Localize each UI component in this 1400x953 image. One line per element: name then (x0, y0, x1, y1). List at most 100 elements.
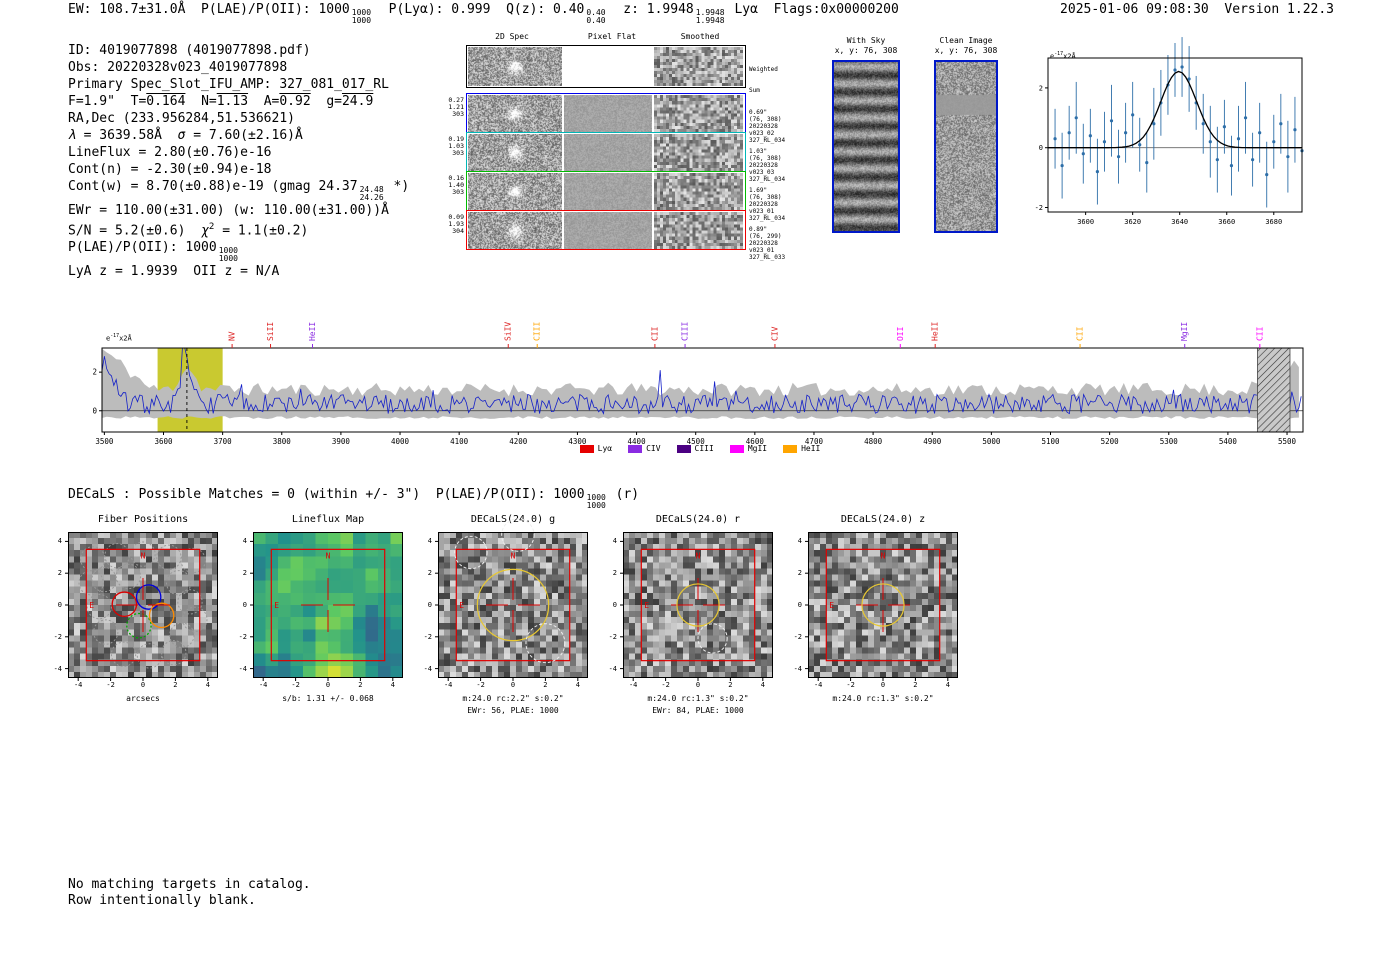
svg-text:OII: OII (896, 326, 905, 341)
spec2d-row-meta: 1.03" (76, 308) 20220328 v023_03 327_RL_034 (749, 148, 786, 183)
smoothed-image (654, 134, 743, 171)
spec2d-row-meta: 0.89" (76, 299) 20220328 v023_01 327_RL_033 (749, 226, 786, 261)
pixel-flat-image (564, 212, 652, 249)
fiber-positions-overlay: NE (65, 532, 218, 681)
svg-text:4000: 4000 (391, 437, 410, 446)
cutout-title: DECaLS(24.0) r (655, 514, 741, 525)
svg-text:4300: 4300 (568, 437, 587, 446)
info-line-radec: RA,Dec (233.956284,51.536621) (68, 111, 295, 126)
clean-image-subtitle: x, y: 76, 308 (934, 46, 998, 55)
fit-plot-units-label: e-17x2Å (1050, 51, 1076, 61)
line-fit-chart: 3600 3620 3640 3660 3680 2 0 -2 (1035, 37, 1304, 226)
legend-label: HeII (801, 444, 821, 453)
svg-text:3900: 3900 (332, 437, 351, 446)
svg-text:4100: 4100 (450, 437, 469, 446)
svg-text:4700: 4700 (805, 437, 824, 446)
cutout-xlabel2: EWr: 84, PLAE: 1000 (652, 706, 744, 715)
legend-item: MgII (729, 444, 767, 453)
pixel-flat-image (564, 95, 652, 132)
decals-g-overlay: NE (435, 518, 588, 681)
svg-text:5200: 5200 (1101, 437, 1120, 446)
clean-image-panel (934, 60, 998, 233)
col-title-smoothed: Smoothed (680, 32, 720, 41)
spec2d-weighted-image (468, 47, 562, 86)
svg-text:3500: 3500 (95, 437, 114, 446)
report-datetime: 2025-01-06 09:08:30 (1060, 2, 1209, 17)
footer-line-2: Row intentionally blank. (68, 893, 256, 908)
compass-north-label: N (696, 551, 701, 560)
detection-info-block: ID: 4019077898 (4019077898.pdf) Obs: 202… (68, 42, 409, 280)
svg-text:5100: 5100 (1041, 437, 1060, 446)
y-axis-ticks: -4 -2 0 2 4 (423, 537, 432, 673)
cutout-xlabel: arcsecs (126, 694, 160, 703)
legend-item: CIV (628, 444, 661, 453)
svg-text:3800: 3800 (273, 437, 292, 446)
cutout-xlabel: m:24.0 rc:2.2" s:0.2" (462, 694, 564, 703)
svg-text:SiIV: SiIV (504, 322, 513, 341)
cutout-xlabel: s/b: 1.31 +/- 0.068 (282, 694, 374, 703)
cutout-xlabel: m:24.0 rc:1.3" s:0.2" (832, 694, 934, 703)
svg-text:4900: 4900 (923, 437, 942, 446)
x-axis-ticks: -4 -2 0 2 4 (258, 681, 395, 689)
compass-east-label: E (644, 601, 649, 610)
svg-text:3660: 3660 (1218, 218, 1235, 226)
compass-north-label: N (326, 551, 331, 560)
svg-text:3680: 3680 (1265, 218, 1282, 226)
col-title-pixelflat: Pixel Flat (587, 32, 637, 41)
clean-image (936, 62, 996, 231)
svg-text:2: 2 (1039, 84, 1043, 92)
legend-swatch (676, 444, 691, 453)
svg-text:MgII: MgII (1180, 322, 1189, 341)
svg-text:3640: 3640 (1171, 218, 1188, 226)
y-axis-ticks: -4 -2 0 2 4 (608, 537, 617, 673)
info-line-cont-w: Cont(w) = 8.70(±0.88)e-19 (gmag 24.37 24.… (68, 179, 410, 202)
svg-text:CII: CII (1076, 326, 1085, 341)
legend-label: CIV (646, 444, 661, 453)
x-axis-ticks: -4 -2 0 2 4 (73, 681, 210, 689)
svg-text:5300: 5300 (1160, 437, 1179, 446)
info-line-lambda: λ = 3639.58Å σ = 7.60(±2.16)Å (68, 128, 303, 143)
legend-swatch (628, 444, 643, 453)
decals-matches-line: DECaLS : Possible Matches = 0 (within +/… (68, 487, 640, 510)
x-axis-ticks: -4 -2 0 2 4 (443, 681, 580, 689)
svg-text:0: 0 (92, 406, 97, 415)
svg-text:NV: NV (228, 331, 237, 341)
legend-item: Lyα (579, 444, 612, 453)
compass-east-label: E (829, 601, 834, 610)
spec2d-image (468, 134, 562, 171)
info-line-obs: Obs: 20220328v023_4019077898 (68, 60, 288, 75)
info-line-sn: S/N = 5.2(±0.6) χ2 = 1.1(±0.2) (68, 222, 309, 239)
info-line-z: LyA z = 1.9939 OII z = N/A (68, 264, 280, 280)
svg-text:4800: 4800 (864, 437, 883, 446)
legend-item: CIII (676, 444, 714, 453)
info-line-plae: P(LAE)/P(OII): 1000 1000 1000 (68, 240, 238, 264)
smoothed-image (654, 212, 743, 249)
svg-text:4200: 4200 (509, 437, 528, 446)
svg-text:3620: 3620 (1124, 218, 1141, 226)
spec2d-fiber-row (466, 210, 746, 250)
clean-image-title: Clean Image (939, 36, 993, 45)
decals-z-image (808, 532, 958, 678)
svg-text:CIII: CIII (681, 322, 690, 341)
info-line-primary: Primary Spec_Slot_IFU_AMP: 327_081_017_R… (68, 77, 389, 92)
svg-text:CII: CII (1255, 326, 1264, 341)
cutout-xlabel: m:24.0 rc:1.3" s:0.2" (647, 694, 749, 703)
spec2d-row-stats: 0.19 1.03 303 (448, 135, 464, 157)
with-sky-panel (832, 60, 900, 233)
svg-text:HeII: HeII (931, 322, 940, 341)
fiber-positions-image (68, 532, 218, 678)
y-axis-ticks: -4 -2 0 2 4 (53, 537, 62, 673)
svg-text:5000: 5000 (982, 437, 1001, 446)
info-line-lineflux: LineFlux = 2.80(±0.76)e-16 (68, 145, 272, 160)
svg-text:CII: CII (650, 326, 659, 341)
spec2d-fiber-row (466, 171, 746, 211)
spec2d-row-meta: 0.69" (76, 308) 20220328 v023_02 327_RL_034 (749, 109, 786, 144)
spec2d-image (468, 173, 562, 210)
legend-item: HeII (783, 444, 820, 453)
info-line-cont-n: Cont(n) = -2.30(±0.94)e-18 (68, 162, 272, 177)
compass-east-label: E (274, 601, 279, 610)
